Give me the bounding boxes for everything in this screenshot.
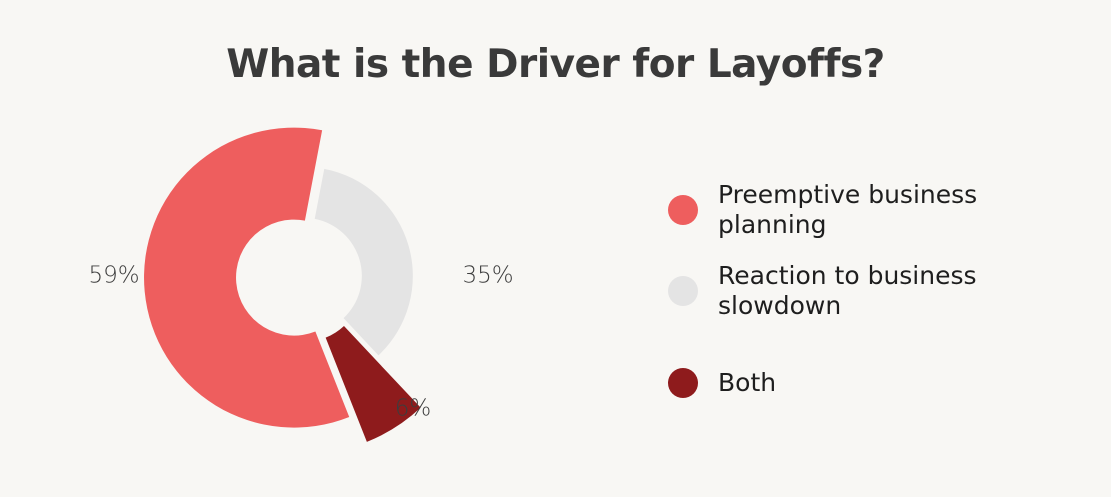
slice-both bbox=[325, 326, 421, 442]
legend-label-reaction: Reaction to business slowdown bbox=[718, 261, 977, 320]
data-label-both: 6% bbox=[395, 396, 432, 422]
legend-swatch-reaction bbox=[668, 276, 698, 306]
legend-item-reaction: Reaction to business slowdown bbox=[668, 261, 1048, 321]
slice-preemptive bbox=[144, 127, 350, 428]
legend-swatch-preemptive bbox=[668, 195, 698, 225]
legend-swatch-both bbox=[668, 368, 698, 398]
slice-reaction bbox=[314, 168, 413, 356]
legend-label-both: Both bbox=[718, 368, 777, 397]
legend-item-both: Both bbox=[668, 368, 1048, 398]
data-label-reaction: 35% bbox=[462, 263, 513, 289]
chart-title: What is the Driver for Layoffs? bbox=[226, 42, 885, 87]
legend-label-preemptive: Preemptive business planning bbox=[718, 180, 978, 239]
data-label-preemptive: 59% bbox=[88, 263, 139, 289]
legend-item-preemptive: Preemptive business planning bbox=[668, 180, 1048, 240]
donut-hole bbox=[244, 221, 356, 333]
